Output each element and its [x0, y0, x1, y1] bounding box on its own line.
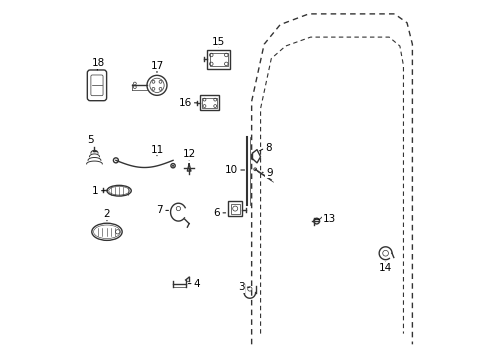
Text: 17: 17	[150, 61, 163, 71]
Text: 18: 18	[91, 58, 104, 68]
Text: 13: 13	[322, 214, 335, 224]
Text: 14: 14	[378, 262, 391, 273]
Bar	[228, 202, 242, 216]
Text: 10: 10	[224, 165, 238, 175]
Text: 2: 2	[103, 209, 110, 219]
Text: 12: 12	[182, 149, 195, 159]
Text: 1: 1	[92, 186, 99, 196]
Bar	[206, 50, 230, 69]
Text: 8: 8	[264, 143, 271, 153]
Text: 16: 16	[178, 98, 191, 108]
Bar	[200, 95, 219, 111]
Text: 7: 7	[156, 205, 163, 215]
Text: 5: 5	[87, 135, 93, 145]
Text: 3: 3	[237, 282, 244, 292]
Text: 9: 9	[265, 168, 272, 178]
Circle shape	[172, 165, 173, 166]
Bar	[202, 98, 217, 108]
Text: 15: 15	[212, 37, 225, 47]
Text: 11: 11	[150, 145, 163, 155]
Text: 4: 4	[193, 279, 200, 289]
Text: 6: 6	[213, 208, 220, 218]
Bar	[230, 203, 240, 213]
Bar	[209, 53, 227, 66]
